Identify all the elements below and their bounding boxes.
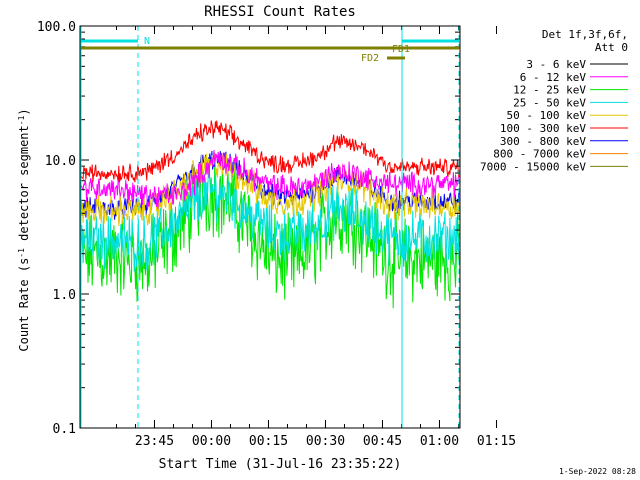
series-line-6-12keV xyxy=(80,149,460,211)
series-traces xyxy=(80,120,460,309)
x-tick-label-3: 00:30 xyxy=(306,434,345,449)
y-axis-ticks: 100.0 10.0 1.0 0.1 xyxy=(37,20,460,437)
x-tick-label-1: 00:00 xyxy=(192,434,231,449)
series-line-25-50keV xyxy=(80,164,460,272)
y-tick-label-0: 100.0 xyxy=(37,20,76,35)
legend-label-2: 12 - 25 keV xyxy=(513,84,586,97)
plot-frame xyxy=(79,25,461,429)
legend-label-7: 800 - 7000 keV xyxy=(493,148,586,161)
x-tick-label-0: 23:45 xyxy=(135,434,174,449)
y-tick-label-1: 10.0 xyxy=(45,154,76,169)
y-tick-label-3: 0.1 xyxy=(53,422,76,437)
x-tick-label-2: 00:15 xyxy=(249,434,288,449)
series-line-12-25keV xyxy=(80,157,460,309)
legend-title-line-1: Det 1f,3f,6f, xyxy=(542,28,628,41)
x-tick-label-6: 01:15 xyxy=(477,434,516,449)
x-tick-label-4: 00:45 xyxy=(363,434,402,449)
legend-label-3: 25 - 50 keV xyxy=(513,96,586,109)
night-label: N xyxy=(144,36,150,47)
footer-timestamp: 1-Sep-2022 08:28 xyxy=(559,467,636,476)
time-markers: N FD1 FD2 xyxy=(80,26,460,428)
legend-label-0: 3 - 6 keV xyxy=(526,58,586,71)
legend-label-8: 7000 - 15000 keV xyxy=(480,160,586,173)
x-axis-label: Start Time (31-Jul-16 23:35:22) xyxy=(159,457,402,472)
x-tick-label-5: 01:00 xyxy=(420,434,459,449)
chart-title: RHESSI Count Rates xyxy=(204,4,356,20)
legend-label-5: 100 - 300 keV xyxy=(500,122,586,135)
series-line-100-300keV xyxy=(80,120,460,183)
legend-title-line-2: Att 0 xyxy=(595,41,628,54)
legend-label-6: 300 - 800 keV xyxy=(500,135,586,148)
y-axis-label: Count Rate (s-1 detector segment-1) xyxy=(17,108,31,351)
legend-label-1: 6 - 12 keV xyxy=(520,71,587,84)
legend-label-4: 50 - 100 keV xyxy=(507,109,587,122)
y-tick-label-2: 1.0 xyxy=(53,288,76,303)
x-axis-ticks: 23:45 00:00 00:15 00:30 00:45 01:00 01:15 xyxy=(115,26,516,449)
fd1-label: FD1 xyxy=(392,44,410,55)
fd2-label: FD2 xyxy=(361,53,379,64)
